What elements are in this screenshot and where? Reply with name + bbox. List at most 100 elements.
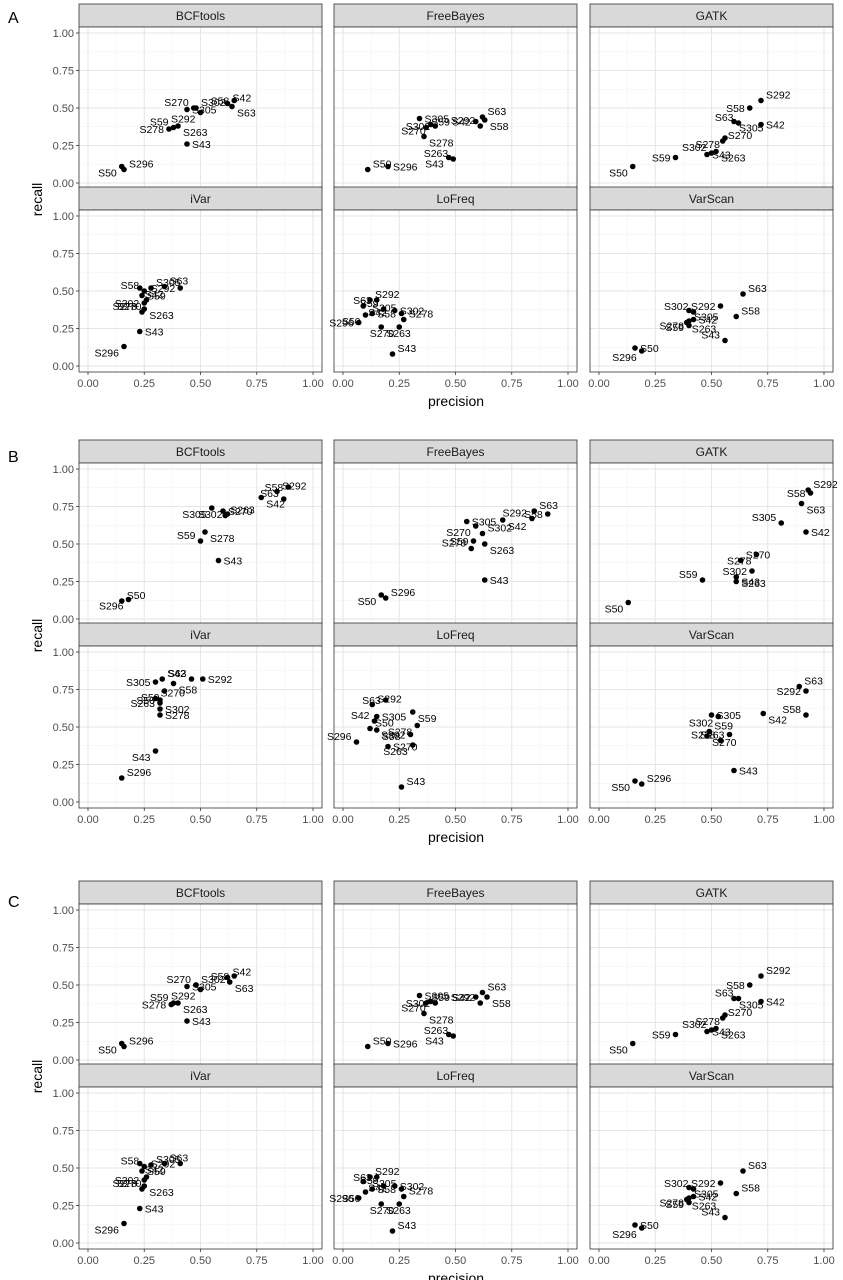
point-label-s292: S292 <box>691 301 716 313</box>
data-point-s302 <box>193 105 199 111</box>
point-label-s42: S42 <box>811 527 830 539</box>
y-tick-label: 0.25 <box>53 141 74 153</box>
point-label-s278: S278 <box>659 1198 684 1210</box>
point-label-s50: S50 <box>342 316 361 328</box>
point-label-s42: S42 <box>452 117 471 129</box>
x-tick-label: 1.00 <box>813 378 834 390</box>
point-label-s63: S63 <box>235 983 254 995</box>
point-label-s292: S292 <box>171 114 196 126</box>
data-point-s59 <box>380 1183 387 1189</box>
data-point-s63 <box>373 1174 380 1180</box>
x-tick-label: 0.75 <box>757 1255 778 1267</box>
data-point-s50 <box>629 1040 636 1047</box>
data-point-s292 <box>197 109 204 116</box>
point-label-s302: S302 <box>488 523 513 535</box>
data-point-s292 <box>758 973 764 979</box>
data-point-s63 <box>226 979 233 985</box>
point-label-s43: S43 <box>145 1204 164 1216</box>
point-label-s292: S292 <box>377 694 402 706</box>
data-point-s63 <box>798 500 805 507</box>
point-label-s58: S58 <box>741 306 760 318</box>
data-point-s42 <box>690 316 697 323</box>
data-point-s302 <box>715 713 722 720</box>
data-point-s302 <box>407 731 414 738</box>
data-point-s278 <box>717 737 724 744</box>
point-label-s59: S59 <box>679 569 698 581</box>
data-point-s43 <box>731 767 737 774</box>
facet-title: FreeBayes <box>426 886 484 900</box>
point-label-s302: S302 <box>664 301 689 313</box>
point-label-s278: S278 <box>409 309 434 321</box>
y-tick-label: 0.25 <box>53 577 74 589</box>
x-tick-label: 0.25 <box>389 814 410 826</box>
data-point-s296 <box>638 1225 645 1231</box>
y-tick-label: 0.50 <box>53 722 74 734</box>
data-point-s292 <box>477 123 484 129</box>
point-label-s263: S263 <box>383 746 408 758</box>
data-point-s292 <box>367 297 373 303</box>
facet-title: BCFtools <box>176 886 225 900</box>
point-label-s63: S63 <box>170 276 189 288</box>
point-label-s50: S50 <box>373 159 392 171</box>
data-point-s270 <box>719 1015 726 1021</box>
point-label-s263: S263 <box>183 1004 208 1016</box>
x-tick-label: 1.00 <box>302 378 323 390</box>
data-point-s302 <box>708 150 715 156</box>
data-point-s42 <box>472 994 479 1000</box>
data-point-s296 <box>121 343 127 350</box>
point-label-s59: S59 <box>418 713 437 725</box>
point-label-s59: S59 <box>147 1166 166 1178</box>
data-point-s270 <box>220 508 226 514</box>
y-tick-label: 0.75 <box>53 502 74 514</box>
point-label-s43: S43 <box>192 1016 211 1028</box>
point-label-s302: S302 <box>682 142 707 154</box>
data-point-s58 <box>544 511 551 517</box>
point-label-s270: S270 <box>401 1003 426 1015</box>
point-label-s43: S43 <box>701 330 720 342</box>
data-point-s59 <box>170 1000 177 1006</box>
point-label-s63: S63 <box>715 112 734 124</box>
point-label-s43: S43 <box>425 159 444 171</box>
data-point-s296 <box>355 319 362 326</box>
point-label-s59: S59 <box>150 117 169 129</box>
panel-letter: A <box>8 10 19 27</box>
point-label-s270: S270 <box>728 1007 753 1019</box>
y-tick-label: 0.50 <box>53 286 74 298</box>
point-label-s278: S278 <box>695 1016 720 1028</box>
data-point-s305 <box>148 1162 154 1168</box>
data-point-s270 <box>737 557 744 564</box>
data-point-s43 <box>704 1028 710 1035</box>
point-label-s43: S43 <box>741 577 760 589</box>
point-label-s263: S263 <box>183 127 208 139</box>
point-label-s302: S302 <box>406 998 431 1010</box>
x-tick-label: 1.00 <box>813 1255 834 1267</box>
data-point-s296 <box>355 1195 362 1201</box>
point-label-s63: S63 <box>488 982 507 994</box>
facet-title: FreeBayes <box>426 445 484 459</box>
x-tick-label: 0.75 <box>246 1255 267 1267</box>
data-point-s302 <box>391 1183 398 1189</box>
point-label-s302: S302 <box>400 306 425 318</box>
x-tick-label: 0.00 <box>332 1255 353 1267</box>
data-point-s63 <box>161 283 168 290</box>
data-point-s302 <box>391 307 398 314</box>
x-tick-label: 0.75 <box>501 814 522 826</box>
data-point-s58 <box>733 1190 740 1197</box>
data-point-s263 <box>378 324 385 330</box>
point-label-s42: S42 <box>452 992 471 1004</box>
point-label-s59: S59 <box>177 530 196 542</box>
y-tick-label: 0.25 <box>53 1018 74 1030</box>
point-label-s296: S296 <box>612 352 637 364</box>
point-label-s42: S42 <box>233 93 252 105</box>
point-label-s63: S63 <box>260 488 279 500</box>
data-point-s305 <box>731 118 737 125</box>
x-tick-label: 0.25 <box>134 814 155 826</box>
data-point-s42 <box>360 1178 367 1185</box>
point-label-s278: S278 <box>659 321 684 333</box>
x-tick-label: 1.00 <box>557 814 578 826</box>
point-label-s50: S50 <box>375 718 394 730</box>
data-point-s42 <box>159 676 166 682</box>
data-point-s59 <box>139 292 145 299</box>
